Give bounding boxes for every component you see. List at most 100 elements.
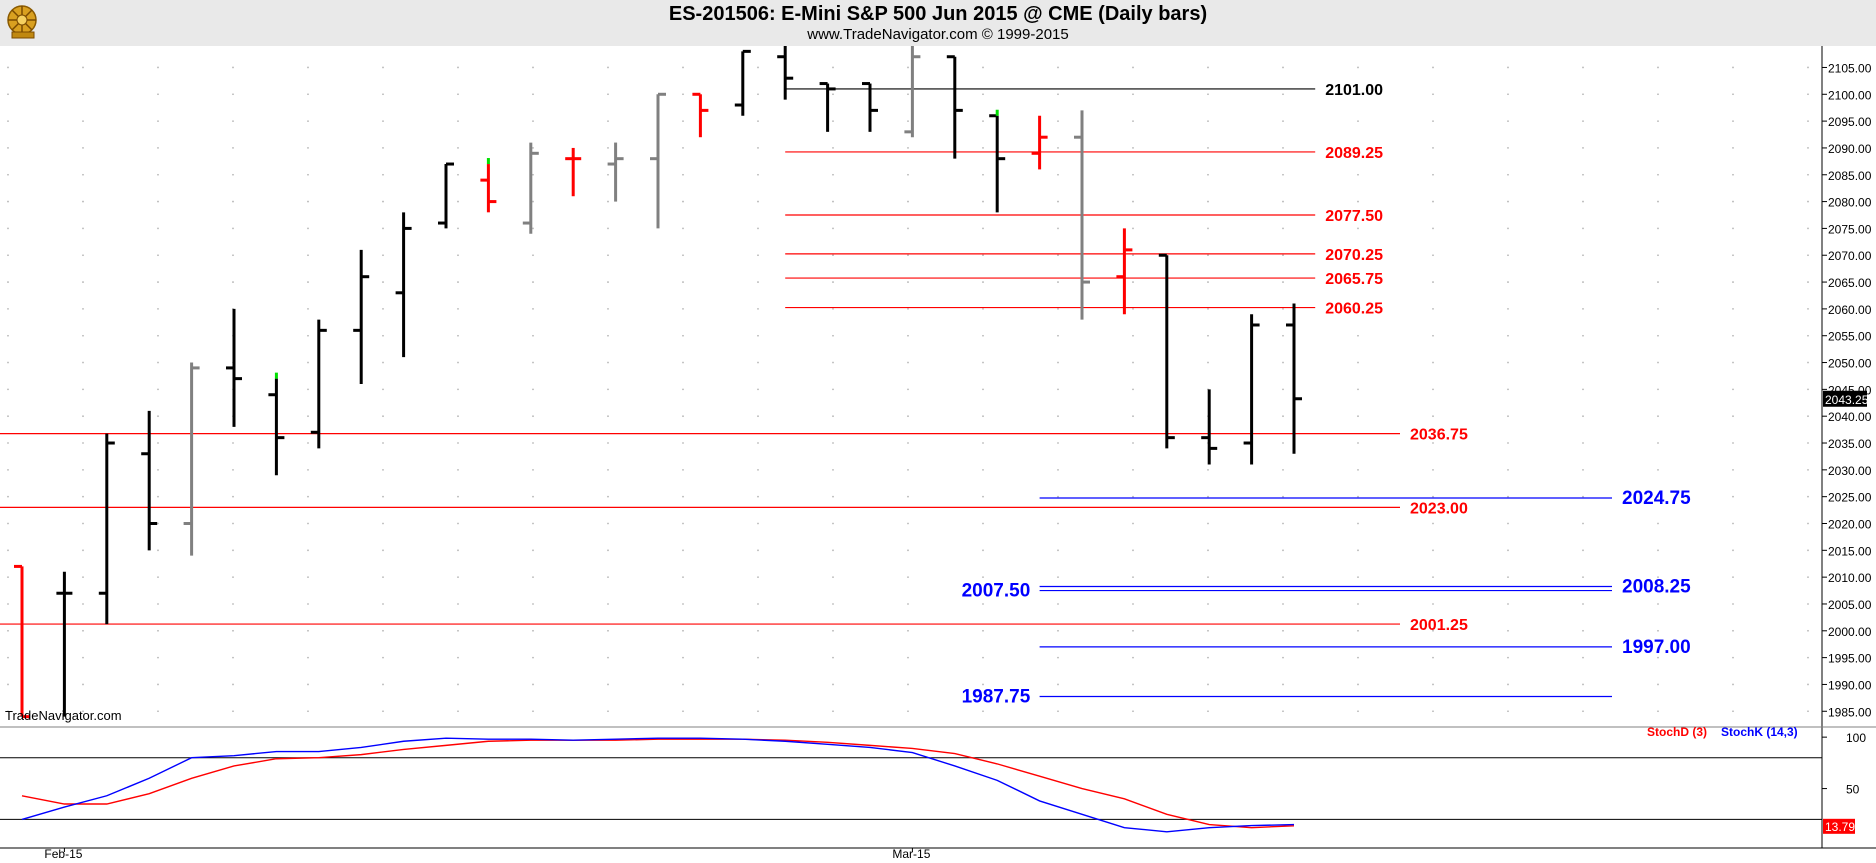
grid-dot — [307, 495, 309, 498]
grid-dot — [1657, 710, 1659, 713]
grid-dot — [82, 710, 84, 713]
grid-dot — [1282, 468, 1284, 471]
grid-dot — [382, 281, 384, 283]
grid-dot — [382, 120, 384, 123]
grid-dot — [382, 415, 384, 418]
grid-dot — [832, 254, 834, 257]
grid-dot — [1282, 710, 1284, 713]
grid-dot — [307, 468, 309, 471]
grid-dot — [1507, 415, 1509, 418]
grid-dot — [757, 173, 759, 176]
grid-dot — [1657, 603, 1659, 605]
grid-dot — [382, 576, 384, 579]
grid-dot — [82, 361, 84, 364]
grid-dot — [607, 468, 609, 471]
grid-dot — [307, 522, 309, 525]
grid-dot — [1582, 388, 1584, 391]
grid-dot — [1582, 307, 1584, 310]
grid-dot — [1207, 120, 1209, 123]
grid-dot — [1582, 120, 1584, 123]
grid-dot — [382, 66, 384, 69]
grid-dot — [982, 603, 984, 605]
grid-dot — [1732, 522, 1734, 525]
grid-dot — [1657, 227, 1659, 230]
grid-dot — [1657, 361, 1659, 364]
grid-dot — [1507, 93, 1509, 96]
level-label: 2101.00 — [1325, 82, 1383, 99]
grid-dot — [1807, 603, 1809, 605]
price-tick-label: 2015.00 — [1828, 544, 1872, 558]
grid-dot — [532, 66, 534, 69]
grid-dot — [832, 361, 834, 364]
grid-dot — [82, 254, 84, 257]
grid-dot — [1132, 603, 1134, 605]
grid-dot — [907, 603, 909, 605]
grid-dot — [1357, 361, 1359, 364]
grid-dot — [1732, 603, 1734, 605]
grid-dot — [1507, 200, 1509, 203]
grid-dot — [82, 495, 84, 498]
grid-dot — [307, 710, 309, 713]
grid-dot — [457, 388, 459, 391]
grid-dot — [1357, 603, 1359, 605]
grid-dot — [1657, 307, 1659, 310]
grid-dot — [1807, 254, 1809, 257]
grid-dot — [1582, 93, 1584, 96]
grid-dot — [232, 173, 234, 176]
grid-dot — [7, 334, 9, 337]
ohlc-bar — [268, 372, 285, 476]
grid-dot — [1432, 710, 1434, 713]
grid-dot — [907, 388, 909, 391]
grid-dot — [7, 361, 9, 364]
grid-dot — [1432, 683, 1434, 686]
grid-dot — [82, 334, 84, 337]
price-tick-label: 2000.00 — [1828, 625, 1872, 639]
ohlc-bar — [819, 82, 836, 132]
grid-dot — [7, 549, 9, 552]
grid-dot — [532, 361, 534, 364]
grid-dot — [307, 66, 309, 69]
grid-dot — [1732, 710, 1734, 713]
grid-dot — [1507, 468, 1509, 471]
grid-dot — [907, 200, 909, 203]
grid-dot — [682, 468, 684, 471]
grid-dot — [532, 227, 534, 230]
grid-dot — [1507, 629, 1509, 632]
grid-dot — [982, 281, 984, 283]
grid-dot — [607, 415, 609, 418]
grid-dot — [1732, 227, 1734, 230]
grid-dot — [1132, 66, 1134, 69]
grid-dot — [832, 683, 834, 686]
grid-dot — [1132, 495, 1134, 498]
grid-dot — [1207, 66, 1209, 69]
grid-dot — [1807, 147, 1809, 149]
grid-dot — [1207, 656, 1209, 659]
ohlc-bar — [1286, 303, 1302, 454]
price-tick-label: 2030.00 — [1828, 464, 1872, 478]
grid-dot — [82, 281, 84, 283]
grid-dot — [1282, 415, 1284, 418]
grid-dot — [457, 93, 459, 96]
grid-dot — [1132, 388, 1134, 391]
grid-dot — [1057, 629, 1059, 632]
grid-dot — [532, 307, 534, 310]
grid-dot — [982, 683, 984, 686]
grid-dot — [1132, 173, 1134, 176]
grid-dot — [907, 93, 909, 96]
grid-dot — [457, 522, 459, 525]
grid-dot — [1507, 710, 1509, 713]
grid-dot — [607, 334, 609, 337]
legend-stochd: StochD (3) — [1647, 725, 1707, 739]
grid-dot — [1207, 522, 1209, 525]
grid-dot — [907, 683, 909, 686]
level-label: 2060.25 — [1325, 301, 1383, 318]
grid-dot — [1057, 307, 1059, 310]
grid-dot — [832, 495, 834, 498]
grid-dot — [682, 495, 684, 498]
stoch-tick-label: 100 — [1846, 731, 1866, 745]
grid-dot — [1807, 495, 1809, 498]
grid-dot — [532, 281, 534, 283]
grid-dot — [1282, 576, 1284, 579]
grid-dot — [232, 710, 234, 713]
grid-dot — [1432, 93, 1434, 96]
